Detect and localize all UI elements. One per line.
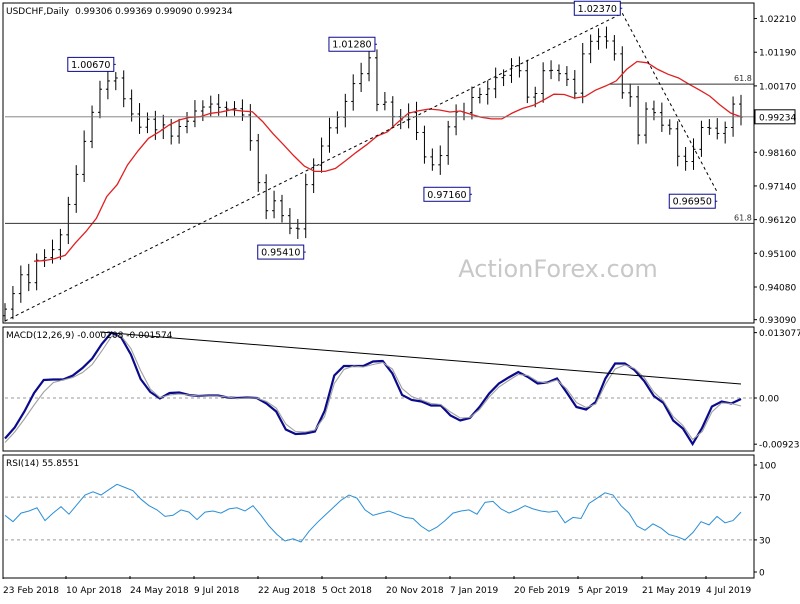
annotation-label: 0.96950 <box>673 197 712 208</box>
moving-average <box>33 60 742 262</box>
annotation-box <box>423 186 471 202</box>
rsi-tick-label: 30 <box>759 536 771 546</box>
trendline <box>4 12 623 322</box>
macd-trendline <box>99 331 742 385</box>
symbol-label: USDCHF,Daily <box>6 7 70 17</box>
trendline <box>621 13 718 193</box>
price-tick-label: 0.96120 <box>759 216 796 226</box>
annotation-label: 1.02370 <box>578 4 617 15</box>
price-tick-label: 0.98160 <box>759 149 796 159</box>
rsi-line <box>4 483 742 543</box>
x-tick-label: 24 May 2018 <box>130 586 189 596</box>
macd-panel-title: MACD(12,26,9) -0.000208 -0.001574 <box>6 331 173 341</box>
x-tick-label: 5 Apr 2019 <box>578 586 628 596</box>
price-tick-label: 1.00170 <box>759 82 796 92</box>
price-tick-label: 0.97140 <box>759 182 796 192</box>
macd-tick-label: -0.009238 <box>759 441 800 451</box>
last-price-box <box>754 109 796 125</box>
x-tick-label: 23 Feb 2018 <box>3 586 59 596</box>
macd-plot: 0.013077 0.00 -0.009238 <box>4 329 800 451</box>
ohlc-label: 0.99306 0.99369 0.99090 0.99234 <box>75 7 233 17</box>
rsi-tick-label: 0 <box>759 569 765 579</box>
macd-tick-label: 0.013077 <box>759 329 800 339</box>
annotation-label: 0.97160 <box>427 190 466 201</box>
x-axis: 23 Feb 2018 10 Apr 2018 24 May 2018 9 Jul 2… <box>2 576 751 596</box>
annotation-box <box>257 244 305 260</box>
macd-tick-label: 0.00 <box>759 395 779 405</box>
price-tick-label: 0.93090 <box>759 316 796 326</box>
retracement-level-label: 61.8 <box>734 213 752 222</box>
price-tick-label: 1.02210 <box>759 15 796 25</box>
watermark: ActionForex.com <box>458 255 658 283</box>
macd-line <box>4 331 742 447</box>
rsi-tick-label: 100 <box>759 462 776 472</box>
annotation-label: 0.95410 <box>261 248 300 259</box>
x-tick-label: 20 Nov 2018 <box>386 586 444 596</box>
x-tick-label: 5 Oct 2018 <box>322 586 372 596</box>
annotation-label: 1.00670 <box>71 60 110 71</box>
price-tick-label: 0.95100 <box>759 250 796 260</box>
x-tick-label: 10 Apr 2018 <box>66 586 122 596</box>
rsi-panel-title: RSI(14) 55.8551 <box>6 459 79 469</box>
annotation-box <box>328 36 376 52</box>
last-price-label: 0.99234 <box>759 113 796 123</box>
x-tick-label: 4 Jul 2019 <box>706 586 751 596</box>
retracement-level-label: 61.8 <box>734 74 752 83</box>
price-tick-label: 0.94080 <box>759 283 796 293</box>
rsi-tick-label: 70 <box>759 494 771 504</box>
annotation-label: 1.01280 <box>332 40 371 51</box>
x-tick-label: 21 May 2019 <box>642 586 701 596</box>
price-panel-title: USDCHF,Daily 0.99306 0.99369 0.99090 0.99… <box>6 7 233 17</box>
annotation-box <box>668 193 716 209</box>
x-tick-label: 7 Jan 2019 <box>450 586 498 596</box>
price-axis: 1.02210 1.01190 1.00170 0.99234 0.98160 0.971… <box>753 5 796 326</box>
price-tick-label: 1.01190 <box>759 49 796 59</box>
x-tick-label: 20 Feb 2019 <box>514 586 570 596</box>
annotation-box <box>67 56 115 72</box>
x-tick-label: 22 Aug 2018 <box>258 586 316 596</box>
annotation-box <box>573 0 621 16</box>
price-overlays: 61.8 61.8 1.00670 0.95410 1.01280 0.97160 1.02… <box>4 0 754 322</box>
x-tick-label: 9 Jul 2018 <box>194 586 239 596</box>
macd-signal-line <box>4 335 742 443</box>
rsi-plot: 100 70 30 0 <box>4 457 776 579</box>
moving-average-line <box>33 60 742 262</box>
